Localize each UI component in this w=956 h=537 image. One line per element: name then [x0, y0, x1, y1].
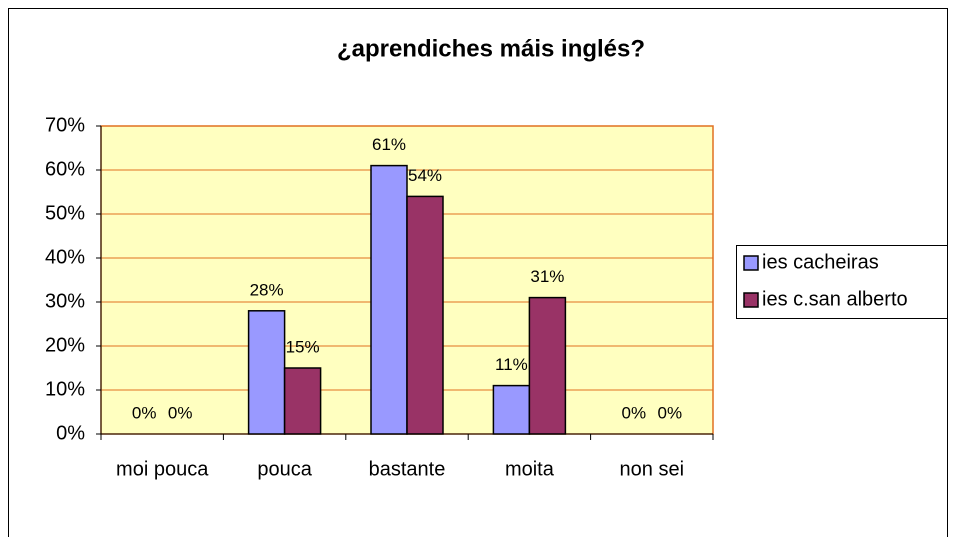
value-label: 15% — [286, 337, 320, 356]
value-label: 0% — [168, 403, 193, 422]
y-tick-label: 60% — [45, 158, 85, 180]
y-tick-label: 50% — [45, 202, 85, 224]
x-tick-label: moita — [505, 458, 555, 480]
x-tick-label: pouca — [257, 458, 312, 480]
legend-swatch — [743, 255, 759, 271]
x-tick-label: non sei — [620, 458, 685, 480]
y-tick-label: 10% — [45, 378, 85, 400]
legend-label: ies cacheiras — [762, 251, 879, 273]
value-label: 0% — [622, 403, 647, 422]
x-tick-label: bastante — [369, 458, 446, 480]
bar — [528, 296, 567, 435]
legend — [736, 245, 948, 319]
chart-title: ¿aprendiches máis inglés? — [337, 35, 645, 62]
y-tick-label: 20% — [45, 334, 85, 356]
y-tick-label: 40% — [45, 246, 85, 268]
value-label: 0% — [132, 403, 157, 422]
bar — [283, 367, 322, 435]
legend-swatch — [743, 292, 759, 308]
bar — [247, 310, 286, 435]
value-label: 61% — [372, 135, 406, 154]
value-label: 0% — [658, 403, 683, 422]
legend-label: ies c.san alberto — [762, 288, 908, 310]
value-label: 11% — [495, 355, 528, 374]
bar — [492, 384, 531, 435]
bar — [406, 195, 444, 435]
value-label: 54% — [408, 166, 442, 185]
bar — [370, 164, 408, 435]
x-tick-label: moi pouca — [116, 458, 209, 480]
y-tick-label: 70% — [45, 114, 85, 136]
value-label: 31% — [530, 267, 564, 286]
y-tick-label: 0% — [56, 422, 85, 444]
value-label: 28% — [250, 280, 284, 299]
y-tick-label: 30% — [45, 290, 85, 312]
